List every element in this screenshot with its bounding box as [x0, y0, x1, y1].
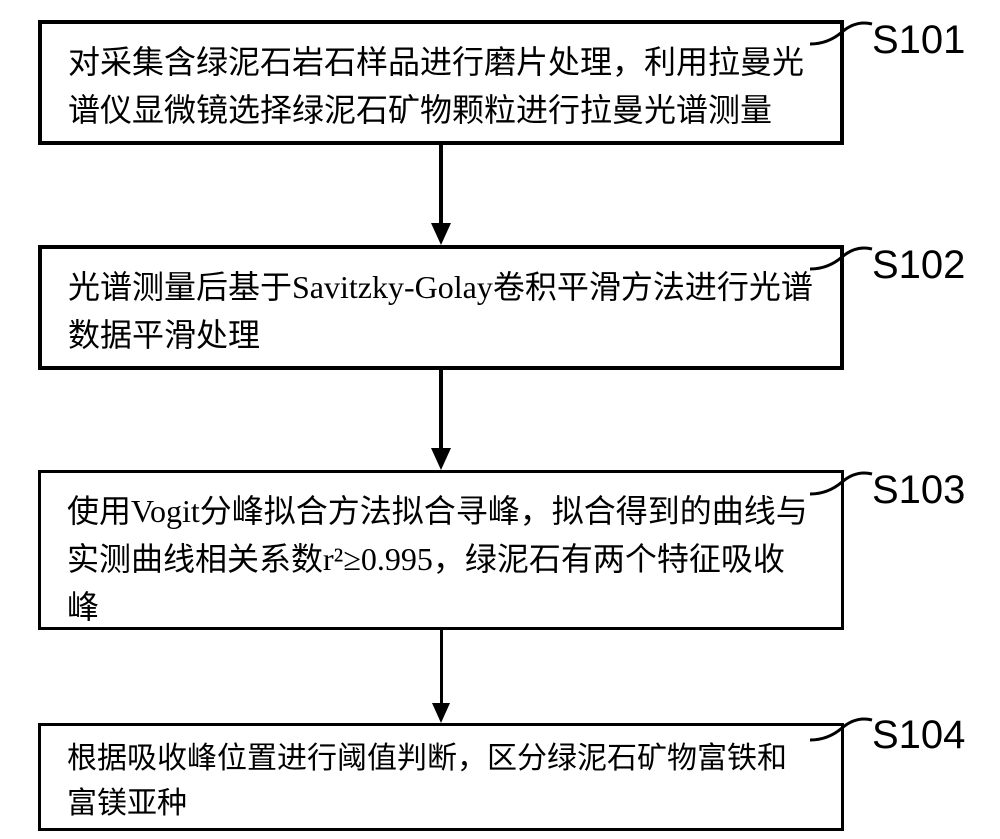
step-label-s103: S103 [872, 468, 965, 513]
step-text: 光谱测量后基于Savitzky-Golay卷积平滑方法进行光谱数据平滑处理 [68, 263, 814, 359]
step-text: 根据吸收峰位置进行阈值判断，区分绿泥石矿物富铁和富镁亚种 [67, 736, 815, 826]
arrow-head-icon [432, 703, 450, 723]
step-text: 使用Vogit分峰拟合方法拟合寻峰，拟合得到的曲线与实测曲线相关系数r²≥0.9… [67, 487, 815, 631]
arrow-head-icon [431, 448, 451, 470]
arrow-line [439, 370, 443, 450]
arrow-line [439, 145, 443, 225]
step-label-s102: S102 [872, 243, 965, 288]
label-connector [808, 468, 874, 502]
step-text: 对采集含绿泥石岩石样品进行磨片处理，利用拉曼光谱仪显微镜选择绿泥石矿物颗粒进行拉… [68, 38, 814, 134]
arrow-head-icon [431, 223, 451, 245]
label-connector [808, 712, 874, 746]
label-connector [808, 18, 874, 52]
step-box-s102: 光谱测量后基于Savitzky-Golay卷积平滑方法进行光谱数据平滑处理 [38, 245, 844, 370]
flowchart-canvas: 对采集含绿泥石岩石样品进行磨片处理，利用拉曼光谱仪显微镜选择绿泥石矿物颗粒进行拉… [0, 0, 1000, 839]
step-box-s101: 对采集含绿泥石岩石样品进行磨片处理，利用拉曼光谱仪显微镜选择绿泥石矿物颗粒进行拉… [38, 20, 844, 145]
step-box-s103: 使用Vogit分峰拟合方法拟合寻峰，拟合得到的曲线与实测曲线相关系数r²≥0.9… [38, 470, 844, 630]
label-connector [808, 243, 874, 277]
step-label-s101: S101 [872, 18, 965, 63]
arrow-line [440, 630, 443, 705]
step-label-s104: S104 [872, 713, 965, 758]
step-box-s104: 根据吸收峰位置进行阈值判断，区分绿泥石矿物富铁和富镁亚种 [38, 723, 844, 831]
